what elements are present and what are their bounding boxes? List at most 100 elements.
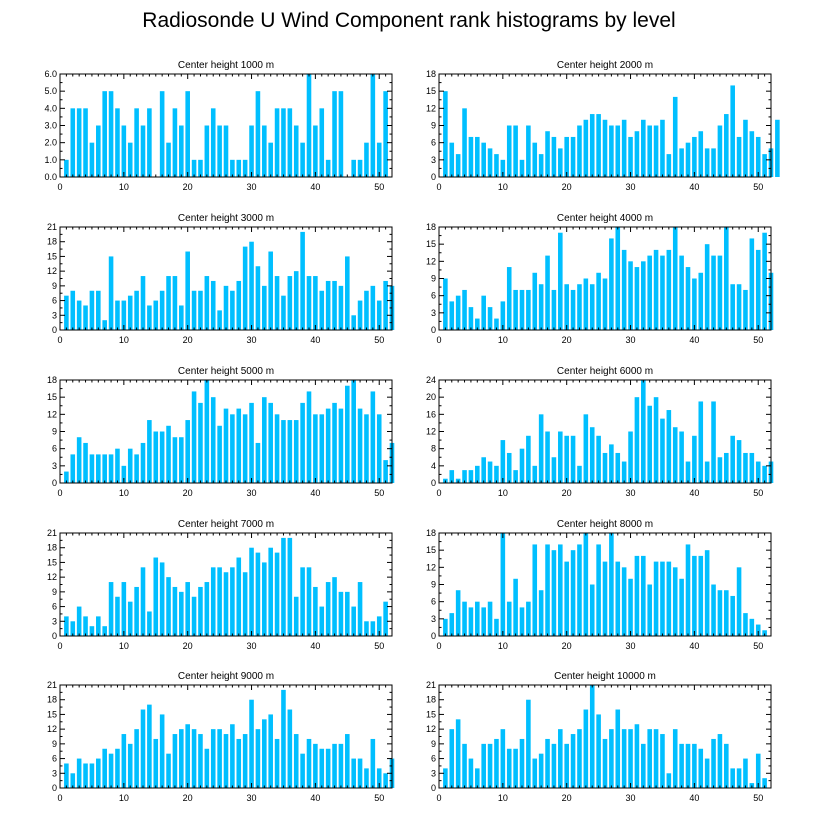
histogram-bar bbox=[159, 714, 165, 788]
histogram-bar bbox=[236, 408, 242, 483]
y-tick-label: 0 bbox=[52, 478, 57, 488]
histogram-bar bbox=[513, 748, 518, 788]
histogram-bar bbox=[558, 431, 563, 483]
histogram-bar bbox=[376, 616, 382, 636]
histogram-bar bbox=[513, 289, 518, 330]
histogram-bar bbox=[338, 591, 344, 636]
histogram-bar bbox=[545, 431, 550, 483]
y-tick-label: 12 bbox=[426, 103, 436, 113]
histogram-bar bbox=[500, 301, 506, 330]
y-tick-label: 6 bbox=[431, 138, 436, 148]
histogram-bar bbox=[204, 380, 210, 483]
histogram-bar bbox=[692, 278, 697, 330]
histogram-bar bbox=[210, 397, 216, 483]
histogram-bar bbox=[383, 601, 388, 636]
x-tick-label: 40 bbox=[310, 182, 320, 192]
y-tick-label: 9 bbox=[52, 587, 57, 597]
y-tick-label: 18 bbox=[47, 375, 57, 385]
histogram-bar bbox=[325, 280, 331, 330]
y-tick-label: 3 bbox=[52, 461, 57, 471]
y-tick-label: 2.0 bbox=[44, 138, 57, 148]
histogram-bar bbox=[551, 743, 557, 788]
histogram-bar bbox=[306, 391, 312, 483]
y-tick-label: 4.0 bbox=[44, 103, 57, 113]
histogram-bar bbox=[172, 276, 178, 330]
y-tick-label: 1.0 bbox=[44, 155, 57, 165]
histogram-bar bbox=[621, 249, 627, 330]
histogram-bar bbox=[724, 227, 729, 330]
histogram-bar bbox=[96, 616, 101, 636]
histogram-bar bbox=[481, 142, 486, 177]
histogram-bar bbox=[313, 414, 318, 483]
histogram-bar bbox=[210, 280, 216, 330]
y-tick-label: 9 bbox=[52, 427, 57, 437]
histogram-bar bbox=[319, 606, 325, 636]
histogram-bar bbox=[762, 154, 767, 177]
histogram-bar bbox=[166, 753, 171, 788]
x-tick-label: 30 bbox=[626, 793, 636, 803]
histogram-bar bbox=[223, 734, 229, 788]
histogram-bar bbox=[455, 154, 461, 177]
histogram-bar bbox=[191, 391, 197, 483]
histogram-bar bbox=[108, 753, 114, 788]
histogram-bar bbox=[647, 405, 652, 483]
histogram-bar bbox=[223, 285, 229, 330]
histogram-bar bbox=[577, 729, 582, 788]
histogram-bar bbox=[287, 276, 293, 330]
histogram-bar bbox=[475, 318, 480, 330]
histogram-bar bbox=[134, 586, 139, 636]
histogram-bar bbox=[300, 567, 305, 636]
histogram-bar bbox=[140, 276, 146, 330]
histogram-bar bbox=[468, 307, 474, 330]
histogram-bar bbox=[762, 232, 767, 330]
histogram-bar bbox=[672, 427, 678, 483]
histogram-bar bbox=[443, 278, 448, 330]
histogram-bar bbox=[551, 136, 557, 177]
histogram-bar bbox=[313, 125, 318, 177]
histogram-bar bbox=[692, 555, 697, 636]
histogram-bar bbox=[204, 748, 210, 788]
y-tick-label: 6 bbox=[431, 597, 436, 607]
histogram-bar bbox=[672, 227, 678, 330]
histogram-bar bbox=[64, 159, 69, 177]
histogram-bar bbox=[736, 284, 742, 330]
histogram-bar bbox=[249, 125, 254, 177]
histogram-bar bbox=[64, 763, 69, 788]
histogram-bar bbox=[711, 584, 716, 636]
histogram-bar bbox=[475, 768, 480, 788]
histogram-bar bbox=[672, 96, 678, 177]
y-tick-label: 0 bbox=[431, 631, 436, 641]
histogram-bar bbox=[647, 729, 652, 788]
y-tick-label: 6 bbox=[431, 291, 436, 301]
histogram-bar bbox=[293, 125, 299, 177]
histogram-bar bbox=[364, 621, 369, 636]
histogram-bar bbox=[338, 743, 344, 788]
histogram-bar bbox=[660, 734, 665, 788]
y-tick-label: 15 bbox=[426, 86, 436, 96]
histogram-bar bbox=[641, 119, 646, 177]
histogram-bar bbox=[660, 418, 665, 484]
x-tick-label: 0 bbox=[436, 335, 441, 345]
histogram-bar bbox=[462, 470, 467, 484]
histogram-bar bbox=[230, 414, 235, 483]
histogram-bar bbox=[89, 290, 95, 330]
histogram-bar bbox=[249, 241, 254, 330]
y-tick-label: 0 bbox=[52, 783, 57, 793]
histogram-bar bbox=[724, 743, 729, 788]
histogram-bar bbox=[717, 255, 723, 330]
histogram-bar bbox=[204, 276, 210, 330]
histogram-bar bbox=[577, 544, 582, 636]
histogram-bar bbox=[564, 435, 569, 483]
histogram-bar bbox=[621, 729, 627, 788]
histogram-bar bbox=[685, 544, 691, 636]
histogram-bar bbox=[634, 267, 640, 330]
histogram-bar bbox=[519, 448, 525, 483]
histogram-bar bbox=[609, 238, 614, 330]
histogram-bar bbox=[736, 136, 742, 177]
histogram-bar bbox=[89, 454, 95, 483]
histogram-bar bbox=[319, 414, 325, 483]
histogram-bar bbox=[481, 743, 486, 788]
histogram-bar bbox=[185, 724, 190, 788]
histogram-bar bbox=[596, 544, 601, 636]
histogram-bar bbox=[589, 284, 595, 330]
